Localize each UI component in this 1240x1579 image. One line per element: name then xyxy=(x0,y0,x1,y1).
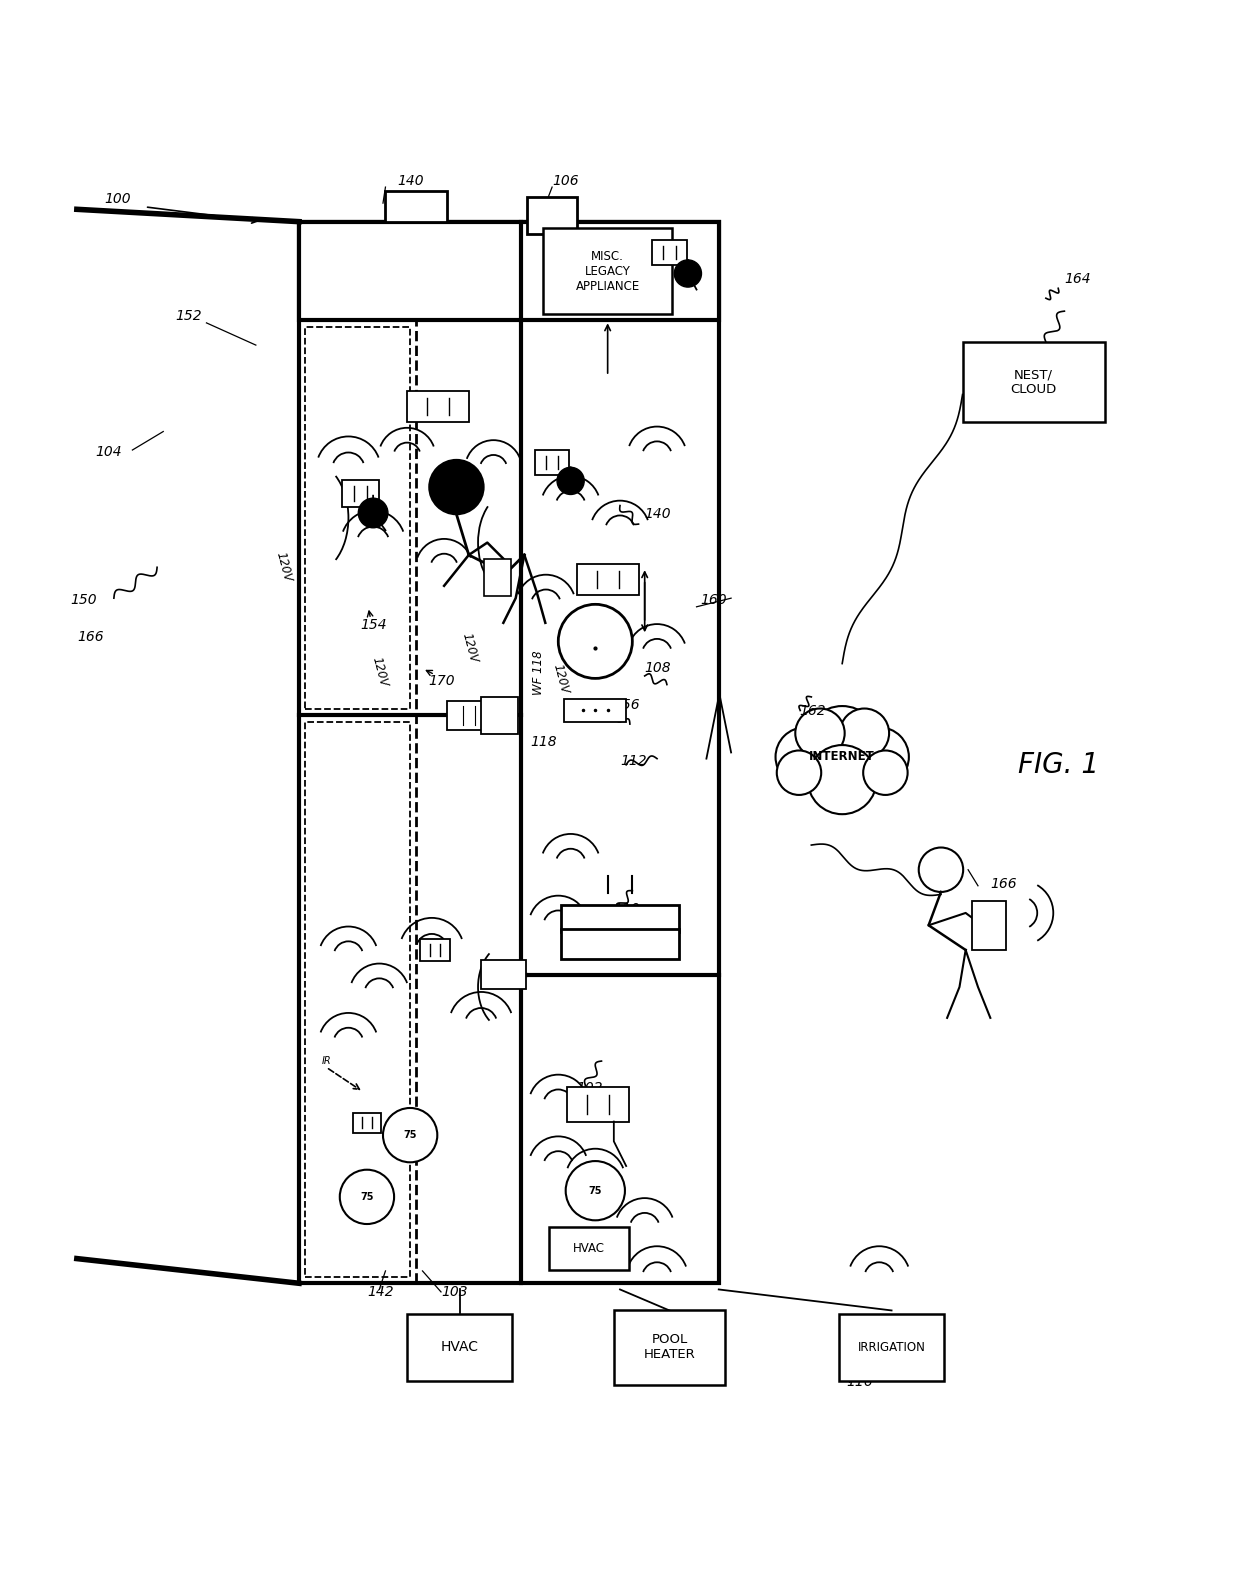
Text: 120V: 120V xyxy=(274,551,294,584)
Text: 154: 154 xyxy=(361,617,387,632)
Bar xyxy=(962,343,1105,422)
Bar xyxy=(534,450,569,475)
Text: 162: 162 xyxy=(799,704,826,718)
Text: 104: 104 xyxy=(95,445,122,459)
Bar xyxy=(564,699,626,722)
Text: 106: 106 xyxy=(552,174,579,188)
Bar xyxy=(446,701,491,729)
Text: 166: 166 xyxy=(77,630,103,644)
Bar xyxy=(577,564,639,595)
Bar xyxy=(342,480,379,507)
Text: INTERNET: INTERNET xyxy=(810,750,875,763)
Text: 75: 75 xyxy=(589,1186,603,1195)
Text: 120V: 120V xyxy=(370,655,389,688)
Text: 100: 100 xyxy=(104,193,130,207)
Bar xyxy=(972,900,1007,951)
Circle shape xyxy=(849,728,909,786)
Text: 120V: 120V xyxy=(459,632,480,663)
Text: 112: 112 xyxy=(620,753,646,767)
Text: 116: 116 xyxy=(846,1375,873,1390)
Bar xyxy=(481,960,526,990)
Text: POOL
HEATER: POOL HEATER xyxy=(644,1334,696,1361)
Text: NEST/
CLOUD: NEST/ CLOUD xyxy=(1011,368,1056,396)
Bar xyxy=(543,227,672,314)
Bar xyxy=(562,905,678,932)
Bar xyxy=(562,928,678,958)
Text: 158: 158 xyxy=(482,698,508,712)
Bar xyxy=(407,392,469,422)
Circle shape xyxy=(429,459,484,515)
Text: HVAC: HVAC xyxy=(573,1243,605,1255)
Text: HVAC: HVAC xyxy=(440,1341,479,1355)
Bar xyxy=(305,722,410,1277)
Text: MISC.
LEGACY
APPLIANCE: MISC. LEGACY APPLIANCE xyxy=(575,249,640,292)
Text: 108: 108 xyxy=(645,662,671,676)
Bar xyxy=(652,240,687,265)
Text: 170: 170 xyxy=(429,674,455,687)
Bar xyxy=(299,221,719,1284)
Bar xyxy=(527,197,577,234)
Text: 142: 142 xyxy=(367,1285,393,1298)
Bar xyxy=(305,327,410,709)
Circle shape xyxy=(839,709,889,758)
Text: 120V: 120V xyxy=(551,662,570,695)
Bar xyxy=(839,1314,944,1382)
Text: 160: 160 xyxy=(701,594,727,608)
Text: 164: 164 xyxy=(1064,273,1091,286)
Text: WF 118: WF 118 xyxy=(532,651,546,695)
Text: 152: 152 xyxy=(176,309,202,324)
Text: 166: 166 xyxy=(991,878,1017,891)
Text: 150: 150 xyxy=(71,594,97,608)
Circle shape xyxy=(807,745,877,815)
Bar xyxy=(481,696,518,734)
Text: FIG. 1: FIG. 1 xyxy=(1018,750,1099,778)
Bar xyxy=(407,1314,512,1382)
Text: 75: 75 xyxy=(360,1192,373,1202)
Circle shape xyxy=(795,709,844,758)
Bar xyxy=(484,559,511,595)
Circle shape xyxy=(775,728,835,786)
Text: 102: 102 xyxy=(577,1082,604,1094)
Circle shape xyxy=(340,1170,394,1224)
Circle shape xyxy=(383,1108,438,1162)
Text: 103: 103 xyxy=(441,1285,467,1298)
Circle shape xyxy=(805,706,879,780)
Circle shape xyxy=(675,261,702,287)
Text: IRRIGATION: IRRIGATION xyxy=(858,1341,925,1353)
Bar xyxy=(567,1086,629,1121)
Bar xyxy=(614,1311,725,1385)
Bar xyxy=(420,940,450,962)
Circle shape xyxy=(863,750,908,794)
Circle shape xyxy=(776,750,821,794)
Text: 118: 118 xyxy=(529,736,557,750)
Circle shape xyxy=(558,605,632,679)
Text: IR: IR xyxy=(321,1055,331,1066)
Circle shape xyxy=(358,497,388,527)
Bar xyxy=(549,1227,629,1271)
Circle shape xyxy=(557,467,584,494)
Text: 140: 140 xyxy=(398,174,424,188)
Text: 110: 110 xyxy=(614,902,640,916)
Text: 114: 114 xyxy=(626,1375,652,1390)
Text: 156: 156 xyxy=(614,698,640,712)
Circle shape xyxy=(919,848,963,892)
Text: 75: 75 xyxy=(403,1131,417,1140)
Bar xyxy=(353,1113,381,1132)
Text: 140: 140 xyxy=(645,507,671,521)
Bar xyxy=(299,221,719,321)
Bar xyxy=(386,191,448,221)
Circle shape xyxy=(565,1161,625,1221)
